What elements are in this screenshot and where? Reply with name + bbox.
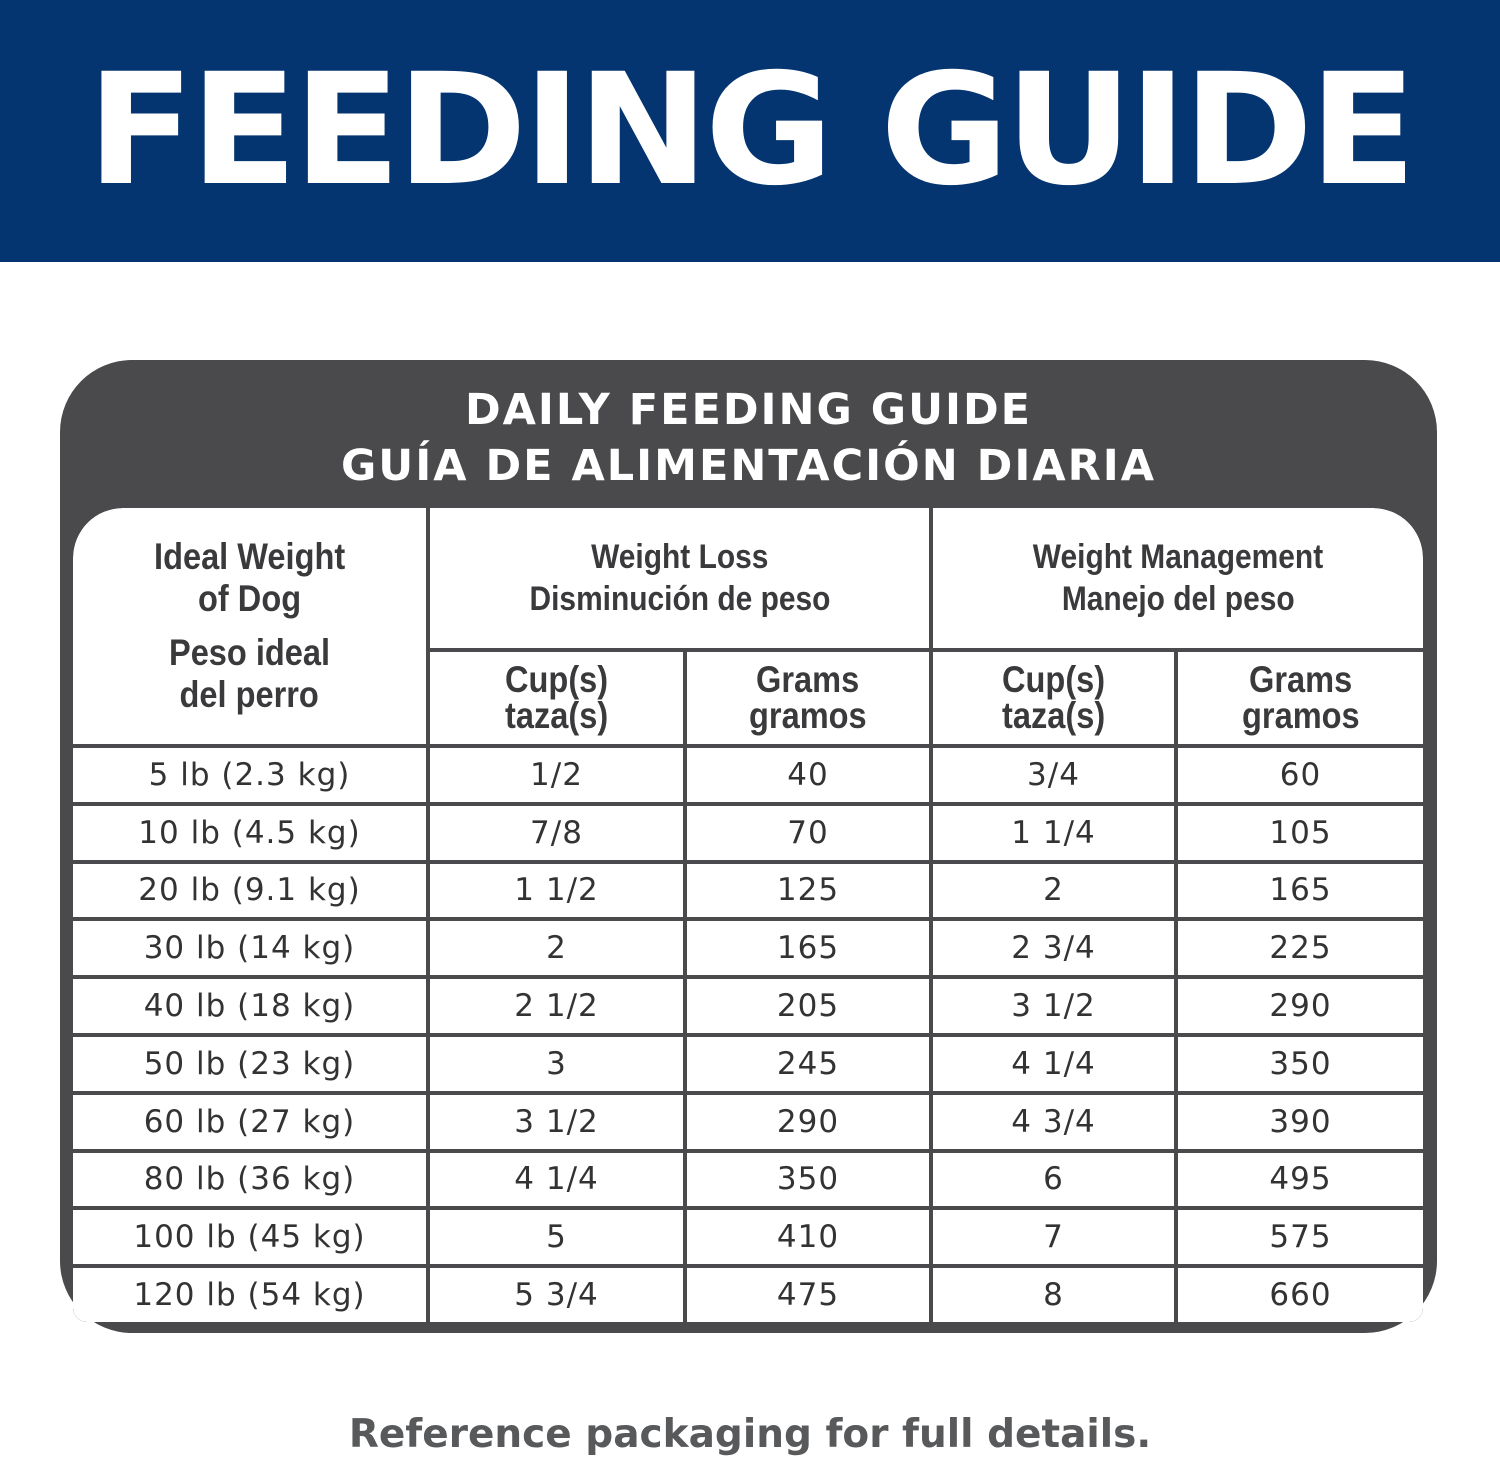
header-text: taza(s) (504, 695, 609, 736)
wl-cups-cell: 7/8 (430, 805, 683, 860)
header-text: del perro (179, 674, 320, 715)
wl-grams-cell: 245 (687, 1036, 929, 1091)
wl-cups-cell: 1 1/2 (430, 863, 683, 918)
feeding-guide-panel: DAILY FEEDING GUIDE GUÍA DE ALIMENTACIÓN… (60, 360, 1437, 1333)
wm-grams-cell: 390 (1178, 1094, 1423, 1149)
wm-grams-cell: 350 (1178, 1036, 1423, 1091)
weight-cell: 20 lb (9.1 kg) (73, 863, 426, 918)
page-title: FEEDING GUIDE (87, 41, 1416, 220)
wm-cups-cell: 4 3/4 (933, 1094, 1174, 1149)
header-text: Manejo del peso (1061, 580, 1295, 618)
wl-grams-cell: 205 (687, 979, 929, 1033)
subheader-grams: Grams gramos (687, 652, 929, 744)
wl-cups-cell: 1/2 (430, 748, 683, 802)
header-text: gramos (749, 695, 867, 736)
header-text: Peso ideal (168, 632, 331, 673)
wm-cups-cell: 2 3/4 (933, 921, 1174, 976)
feeding-table: Ideal Weight of Dog Peso ideal del perro… (73, 508, 1423, 1322)
header-text: Weight Management (1032, 538, 1324, 576)
wl-cups-cell: 5 3/4 (430, 1268, 683, 1322)
wm-cups-cell: 7 (933, 1210, 1174, 1265)
header-weight-management: Weight Management Manejo del peso (933, 508, 1423, 648)
wl-grams-cell: 475 (687, 1268, 929, 1322)
header-text: Ideal Weight (153, 536, 346, 577)
wm-cups-cell: 1 1/4 (933, 805, 1174, 860)
wl-cups-cell: 4 1/4 (430, 1152, 683, 1207)
wm-cups-cell: 6 (933, 1152, 1174, 1207)
wl-grams-cell: 70 (687, 805, 929, 860)
header-text: gramos (1241, 695, 1360, 736)
wl-grams-cell: 125 (687, 863, 929, 918)
wl-cups-cell: 2 (430, 921, 683, 976)
wm-grams-cell: 60 (1178, 748, 1423, 802)
wl-grams-cell: 40 (687, 748, 929, 802)
header-text: taza(s) (1001, 695, 1106, 736)
weight-cell: 100 lb (45 kg) (73, 1210, 426, 1265)
wm-cups-cell: 4 1/4 (933, 1036, 1174, 1091)
wm-cups-cell: 3/4 (933, 748, 1174, 802)
panel-title-es: GUÍA DE ALIMENTACIÓN DIARIA (340, 441, 1157, 491)
subheader-cups: Cup(s) taza(s) (933, 652, 1174, 744)
header-weight-loss: Weight Loss Disminución de peso (430, 508, 929, 648)
weight-cell: 80 lb (36 kg) (73, 1152, 426, 1207)
wm-grams-cell: 660 (1178, 1268, 1423, 1322)
header-ideal-weight: Ideal Weight of Dog Peso ideal del perro (73, 508, 426, 744)
wm-grams-cell: 105 (1178, 805, 1423, 860)
header-text: Disminución de peso (529, 580, 830, 618)
weight-cell: 5 lb (2.3 kg) (73, 748, 426, 802)
header-text: Cup(s) (504, 659, 609, 700)
wl-cups-cell: 3 (430, 1036, 683, 1091)
wl-grams-cell: 165 (687, 921, 929, 976)
weight-cell: 120 lb (54 kg) (73, 1268, 426, 1322)
wl-cups-cell: 3 1/2 (430, 1094, 683, 1149)
wm-cups-cell: 2 (933, 863, 1174, 918)
wm-grams-cell: 290 (1178, 979, 1423, 1033)
weight-cell: 40 lb (18 kg) (73, 979, 426, 1033)
subheader-cups: Cup(s) taza(s) (430, 652, 683, 744)
weight-cell: 50 lb (23 kg) (73, 1036, 426, 1091)
wl-grams-cell: 350 (687, 1152, 929, 1207)
weight-cell: 60 lb (27 kg) (73, 1094, 426, 1149)
wm-cups-cell: 3 1/2 (933, 979, 1174, 1033)
subheader-grams: Grams gramos (1178, 652, 1423, 744)
wm-grams-cell: 575 (1178, 1210, 1423, 1265)
footer-note: Reference packaging for full details. (348, 1412, 1152, 1457)
wl-cups-cell: 5 (430, 1210, 683, 1265)
weight-cell: 30 lb (14 kg) (73, 921, 426, 976)
header-text: Grams (756, 659, 860, 700)
wm-grams-cell: 165 (1178, 863, 1423, 918)
panel-title: DAILY FEEDING GUIDE GUÍA DE ALIMENTACIÓN… (60, 382, 1437, 494)
wm-cups-cell: 8 (933, 1268, 1174, 1322)
weight-cell: 10 lb (4.5 kg) (73, 805, 426, 860)
header-text: Weight Loss (590, 538, 769, 576)
header-text: Grams (1248, 659, 1353, 700)
wl-grams-cell: 410 (687, 1210, 929, 1265)
wl-grams-cell: 290 (687, 1094, 929, 1149)
wm-grams-cell: 495 (1178, 1152, 1423, 1207)
panel-title-en: DAILY FEEDING GUIDE (464, 385, 1033, 435)
wm-grams-cell: 225 (1178, 921, 1423, 976)
wl-cups-cell: 2 1/2 (430, 979, 683, 1033)
title-banner: FEEDING GUIDE (0, 0, 1500, 262)
header-text: Cup(s) (1001, 659, 1106, 700)
header-text: of Dog (197, 578, 302, 619)
